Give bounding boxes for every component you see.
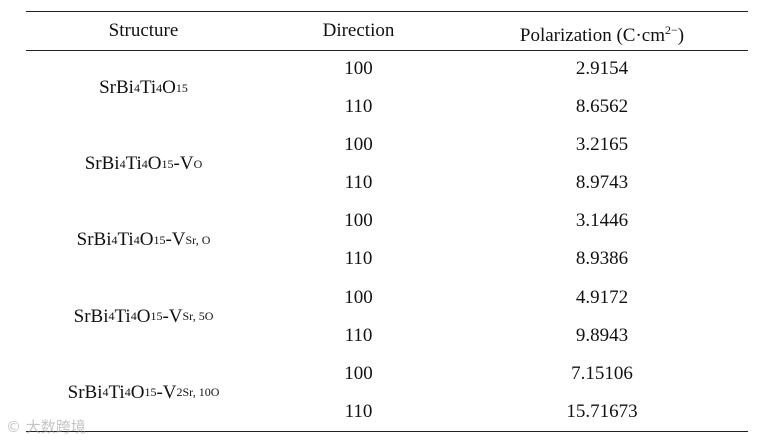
formula-part: Ti <box>108 381 125 403</box>
formula-subscript: 4 <box>111 232 118 247</box>
formula-subscript: Sr, O <box>185 232 211 247</box>
table-bottom-rule <box>26 431 748 432</box>
structure-cell: SrBi 4 Ti 4 O 15 -V 2Sr, 10O <box>26 355 261 431</box>
polarization-cell: 8.6562 <box>575 96 629 118</box>
polarization-cell: 15.71673 <box>566 400 638 422</box>
formula-part: SrBi <box>76 229 112 251</box>
formula-subscript: O <box>193 156 203 171</box>
table-row: 100 4.9172 <box>261 279 748 317</box>
header-polarization-unit-exponent: 2− <box>665 23 678 37</box>
formula-subscript: 15 <box>144 385 157 400</box>
table-row-group: SrBi 4 Ti 4 O 15 -V Sr, 5O 100 4.9172 110 9.894… <box>26 279 748 355</box>
formula-part: SrBi <box>84 153 120 175</box>
direction-cell: 100 <box>344 362 373 384</box>
formula-subscript: 15 <box>153 232 166 247</box>
formula-part: SrBi <box>73 305 109 327</box>
table-row: 110 15.71673 <box>261 393 748 431</box>
formula-part: O <box>162 77 176 99</box>
structure-cell: SrBi 4 Ti 4 O 15 -V Sr, 5O <box>26 279 261 355</box>
table-row-group: SrBi 4 Ti 4 O 15 -V Sr, O 100 3.1446 110 8.9386 <box>26 202 748 278</box>
formula-subscript: 4 <box>156 80 163 95</box>
table-row: 110 8.9386 <box>261 240 748 278</box>
direction-cell: 110 <box>344 324 373 346</box>
formula-part: O <box>136 305 151 327</box>
formula-part: Ti <box>125 153 142 175</box>
table-row: 100 3.1446 <box>261 202 748 240</box>
table-row: 100 7.15106 <box>261 355 748 393</box>
table-header: Structure Direction Polarization (C·cm2−… <box>26 11 748 50</box>
polarization-cell: 3.2165 <box>575 134 629 156</box>
table-row: 110 8.9743 <box>261 164 748 202</box>
formula-part: -V <box>165 229 186 251</box>
direction-cell: 100 <box>344 210 373 232</box>
polarization-cell: 9.8943 <box>575 324 629 346</box>
formula-subscript: Sr, 5O <box>182 309 214 324</box>
table-header-rule <box>26 50 748 51</box>
direction-cell: 110 <box>344 96 373 118</box>
formula-subscript: 4 <box>102 385 109 400</box>
structure-cell: SrBi 4 Ti 4 O 15 -V Sr, O <box>26 202 261 278</box>
formula-part: O <box>139 229 154 251</box>
polarization-cell: 8.9386 <box>575 248 629 270</box>
polarization-cell: 3.1446 <box>575 210 629 232</box>
structure-cell: SrBi 4 Ti 4 O 15 -V O <box>26 126 261 202</box>
polarization-cell: 2.9154 <box>575 58 629 79</box>
formula-subscript: 2Sr, 10O <box>176 385 220 400</box>
header-direction: Direction <box>322 20 395 41</box>
formula-part: Ti <box>117 229 134 251</box>
table-top-rule <box>26 11 748 12</box>
direction-cell: 110 <box>344 400 373 422</box>
direction-cell: 100 <box>344 58 373 79</box>
formula-subscript: 4 <box>130 309 137 324</box>
formula-subscript: 4 <box>133 80 140 95</box>
table-row-group: SrBi 4 Ti 4 O 15 100 2.9154 110 8.6562 <box>26 50 748 126</box>
formula-part: Ti <box>139 77 157 99</box>
table-body: SrBi 4 Ti 4 O 15 100 2.9154 110 8.6562 SrBi 4 T… <box>26 50 748 431</box>
formula-subscript: 4 <box>119 156 126 171</box>
polarization-cell: 8.9743 <box>575 172 629 194</box>
formula-part: Ti <box>114 305 131 327</box>
table-row-group: SrBi 4 Ti 4 O 15 -V 2Sr, 10O 100 7.15106 110 15… <box>26 355 748 431</box>
direction-cell: 100 <box>344 134 373 156</box>
direction-cell: 110 <box>344 172 373 194</box>
polarization-cell: 4.9172 <box>575 286 629 308</box>
formula-subscript: 4 <box>124 385 131 400</box>
table-row: 100 2.9154 <box>261 50 748 88</box>
direction-cell: 100 <box>344 286 373 308</box>
formula-part: -V <box>162 305 183 327</box>
watermark: © 大数跨境 <box>6 418 86 436</box>
formula-part: -V <box>156 381 177 403</box>
formula-subscript: 4 <box>108 309 115 324</box>
formula-subscript: 4 <box>141 156 148 171</box>
formula-part: SrBi <box>99 77 134 99</box>
structure-cell: SrBi 4 Ti 4 O 15 <box>26 50 261 126</box>
table-row: 100 3.2165 <box>261 126 748 164</box>
formula-part: SrBi <box>67 381 103 403</box>
formula-part: O <box>147 153 162 175</box>
formula-subscript: 4 <box>133 232 140 247</box>
header-polarization-text: Polarization (C·cm <box>519 25 665 46</box>
header-polarization-close: ) <box>677 25 685 46</box>
table-row-group: SrBi 4 Ti 4 O 15 -V O 100 3.2165 110 8.9743 <box>26 126 748 202</box>
formula-part: O <box>130 381 145 403</box>
header-structure: Structure <box>108 20 179 41</box>
table-row: 110 9.8943 <box>261 317 748 355</box>
formula-subscript: 15 <box>150 309 163 324</box>
header-polarization: Polarization (C·cm2−) <box>456 11 748 50</box>
formula-part: -V <box>173 153 194 175</box>
table-row: 110 8.6562 <box>261 88 748 126</box>
direction-cell: 110 <box>344 248 373 270</box>
polarization-cell: 7.15106 <box>571 362 633 384</box>
formula-subscript: 15 <box>175 80 188 95</box>
formula-subscript: 15 <box>161 156 174 171</box>
